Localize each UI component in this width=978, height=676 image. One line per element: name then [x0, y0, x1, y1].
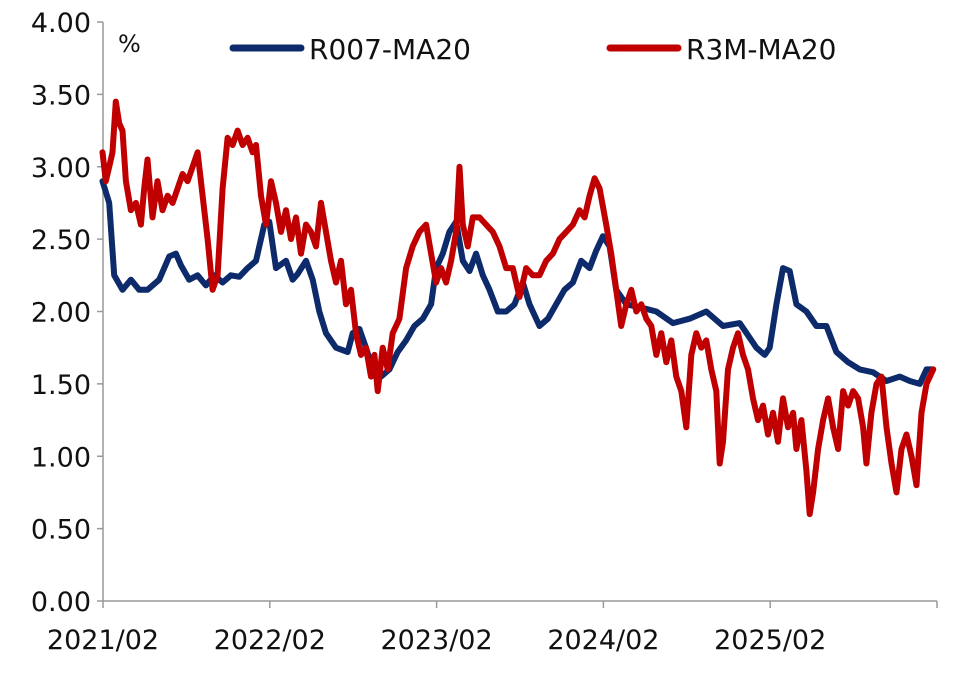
x-tick-label: 2022/02	[214, 625, 326, 656]
y-tick-label: 1.00	[31, 442, 91, 473]
y-tick-label: 2.00	[31, 298, 91, 329]
y-tick-label: 2.50	[31, 225, 91, 256]
y-tick-label: 4.00	[31, 8, 91, 39]
y-tick-label: 0.50	[31, 515, 91, 546]
x-tick-label: 2025/02	[714, 625, 826, 656]
y-unit-label: %	[118, 30, 141, 58]
series-lines	[99, 98, 937, 518]
y-tick-label: 0.00	[31, 587, 91, 618]
y-axis-ticks: 0.00 0.50 1.00 1.50 2.00 2.50 3.00 3.50 4.00	[31, 8, 103, 618]
legend: R007-MA20 R3M-MA20	[229, 33, 836, 66]
series-line-r3m-ma20	[99, 98, 937, 518]
x-tick-label: 2021/02	[47, 625, 159, 656]
x-axis-ticks: 2021/02 2022/02 2023/02 2024/02 2025/02	[47, 601, 938, 656]
series-line-r007-ma20	[99, 178, 937, 387]
x-tick-label: 2023/02	[381, 625, 493, 656]
x-tick-label: 2024/02	[547, 625, 659, 656]
y-tick-label: 3.00	[31, 153, 91, 184]
legend-label-r3m: R3M-MA20	[686, 33, 836, 66]
y-tick-label: 1.50	[31, 370, 91, 401]
legend-label-r007: R007-MA20	[309, 33, 471, 66]
y-tick-label: 3.50	[31, 80, 91, 111]
